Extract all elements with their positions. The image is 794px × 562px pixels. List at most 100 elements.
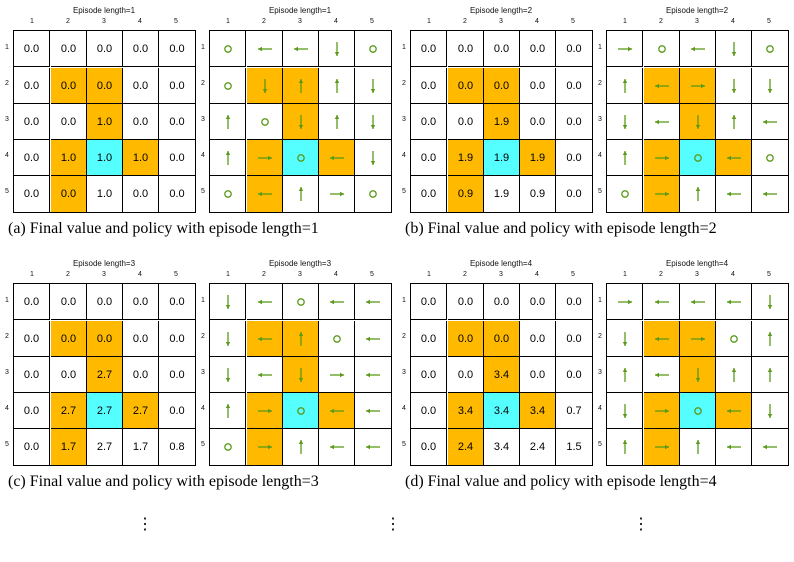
policy-cell [752, 140, 788, 176]
value-cell: 0.0 [14, 321, 50, 357]
stay-circle-icon [319, 321, 355, 357]
value-cell: 0.0 [520, 284, 556, 320]
arrow-left-icon [247, 284, 283, 320]
row-number: 5 [201, 188, 205, 195]
row-number: 2 [5, 333, 9, 340]
row-number: 2 [402, 80, 406, 87]
target-policy-cell [680, 393, 716, 429]
policy-grid [209, 283, 392, 466]
value-cell: 0.0 [14, 393, 50, 429]
state-value: 2.7 [96, 441, 113, 453]
state-value: 0.0 [529, 295, 546, 308]
column-number: 3 [499, 271, 503, 278]
value-cell: 0.0 [411, 284, 447, 320]
value-cell: 0.0 [448, 104, 484, 140]
arrow-up-icon [607, 357, 643, 393]
value-cell: 0.0 [123, 176, 159, 212]
forbidden-value-cell: 0.0 [51, 321, 87, 357]
arrow-right-icon [607, 31, 643, 67]
row-number: 2 [5, 80, 9, 87]
arrow-left-icon [644, 357, 680, 393]
column-number: 1 [30, 271, 34, 278]
value-grid-title: Episode length=1 [72, 6, 136, 15]
row-number: 4 [402, 152, 406, 159]
figure-panel: Episode length=3 1 2 3 4 5 1 2 3 4 5 0.0 0.0 0.0 0.0 0.… [0, 253, 397, 506]
arrow-down-icon [210, 357, 246, 393]
state-value: 0.0 [420, 404, 437, 417]
arrow-up-icon [607, 68, 643, 104]
column-number: 5 [571, 18, 575, 25]
stay-circle-icon [716, 321, 752, 357]
value-cell: 0.8 [159, 429, 195, 465]
value-cell: 0.0 [411, 104, 447, 140]
continuation-dots: ⋮ [385, 516, 401, 533]
arrow-left-icon [644, 321, 680, 357]
row-number: 1 [402, 297, 406, 304]
arrow-down-icon [752, 68, 788, 104]
forbidden-policy-cell [283, 104, 319, 140]
state-value: 3.4 [493, 441, 510, 453]
arrow-down-icon [607, 321, 643, 357]
forbidden-policy-cell [680, 357, 716, 393]
row-number: 3 [402, 369, 406, 376]
state-value: 0.0 [457, 79, 474, 92]
state-value: 0.9 [529, 188, 546, 200]
policy-cell [644, 284, 680, 320]
value-cell: 3.4 [484, 429, 520, 465]
state-value: 0.0 [169, 151, 185, 164]
state-value: 0.0 [60, 332, 77, 345]
arrow-left-icon [283, 31, 319, 67]
row-number: 3 [598, 116, 602, 123]
arrow-up-icon [716, 104, 752, 140]
forbidden-value-cell: 0.0 [484, 68, 520, 104]
policy-cell [319, 321, 355, 357]
state-value: 0.0 [420, 332, 437, 345]
forbidden-policy-cell [644, 140, 680, 176]
row-number: 3 [598, 369, 602, 376]
forbidden-policy-cell [283, 68, 319, 104]
row-number: 2 [201, 80, 205, 87]
value-cell: 0.0 [484, 284, 520, 320]
column-number: 3 [102, 18, 106, 25]
state-value: 0.0 [169, 332, 185, 345]
row-number: 2 [598, 80, 602, 87]
column-number: 3 [499, 18, 503, 25]
value-cell: 0.0 [123, 284, 159, 320]
arrow-left-icon [355, 393, 391, 429]
value-cell: 0.0 [159, 31, 195, 67]
row-number: 3 [402, 116, 406, 123]
policy-grid-title: Episode length=4 [665, 259, 729, 268]
state-value: 0.0 [493, 295, 510, 308]
state-value: 2.4 [529, 441, 546, 453]
state-value: 0.7 [566, 404, 582, 417]
state-value: 3.4 [493, 368, 510, 381]
column-number: 2 [66, 18, 70, 25]
value-cell: 0.0 [14, 429, 50, 465]
arrow-up-icon [607, 429, 643, 465]
policy-grid-title: Episode length=1 [268, 6, 332, 15]
value-cell: 0.0 [556, 104, 592, 140]
policy-cell [716, 104, 752, 140]
state-value: 0.0 [23, 295, 40, 308]
arrow-down-icon [716, 68, 752, 104]
state-value: 0.0 [566, 79, 582, 92]
row-number: 3 [5, 369, 9, 376]
forbidden-value-cell: 1.0 [51, 140, 87, 176]
value-cell: 0.0 [14, 284, 50, 320]
stay-circle-icon [283, 393, 319, 429]
policy-cell [210, 140, 246, 176]
arrow-left-icon [716, 176, 752, 212]
column-number: 3 [298, 271, 302, 278]
forbidden-policy-cell [247, 321, 283, 357]
row-number: 1 [598, 44, 602, 51]
state-value: 0.8 [169, 441, 185, 453]
arrow-up-icon [283, 68, 319, 104]
forbidden-policy-cell [319, 140, 355, 176]
column-number: 2 [659, 271, 663, 278]
state-value: 0.0 [566, 188, 582, 200]
row-number: 2 [402, 333, 406, 340]
forbidden-value-cell: 1.7 [51, 429, 87, 465]
panel-caption: (b) Final value and policy with episode … [405, 220, 717, 237]
column-number: 4 [334, 18, 338, 25]
policy-cell [752, 429, 788, 465]
